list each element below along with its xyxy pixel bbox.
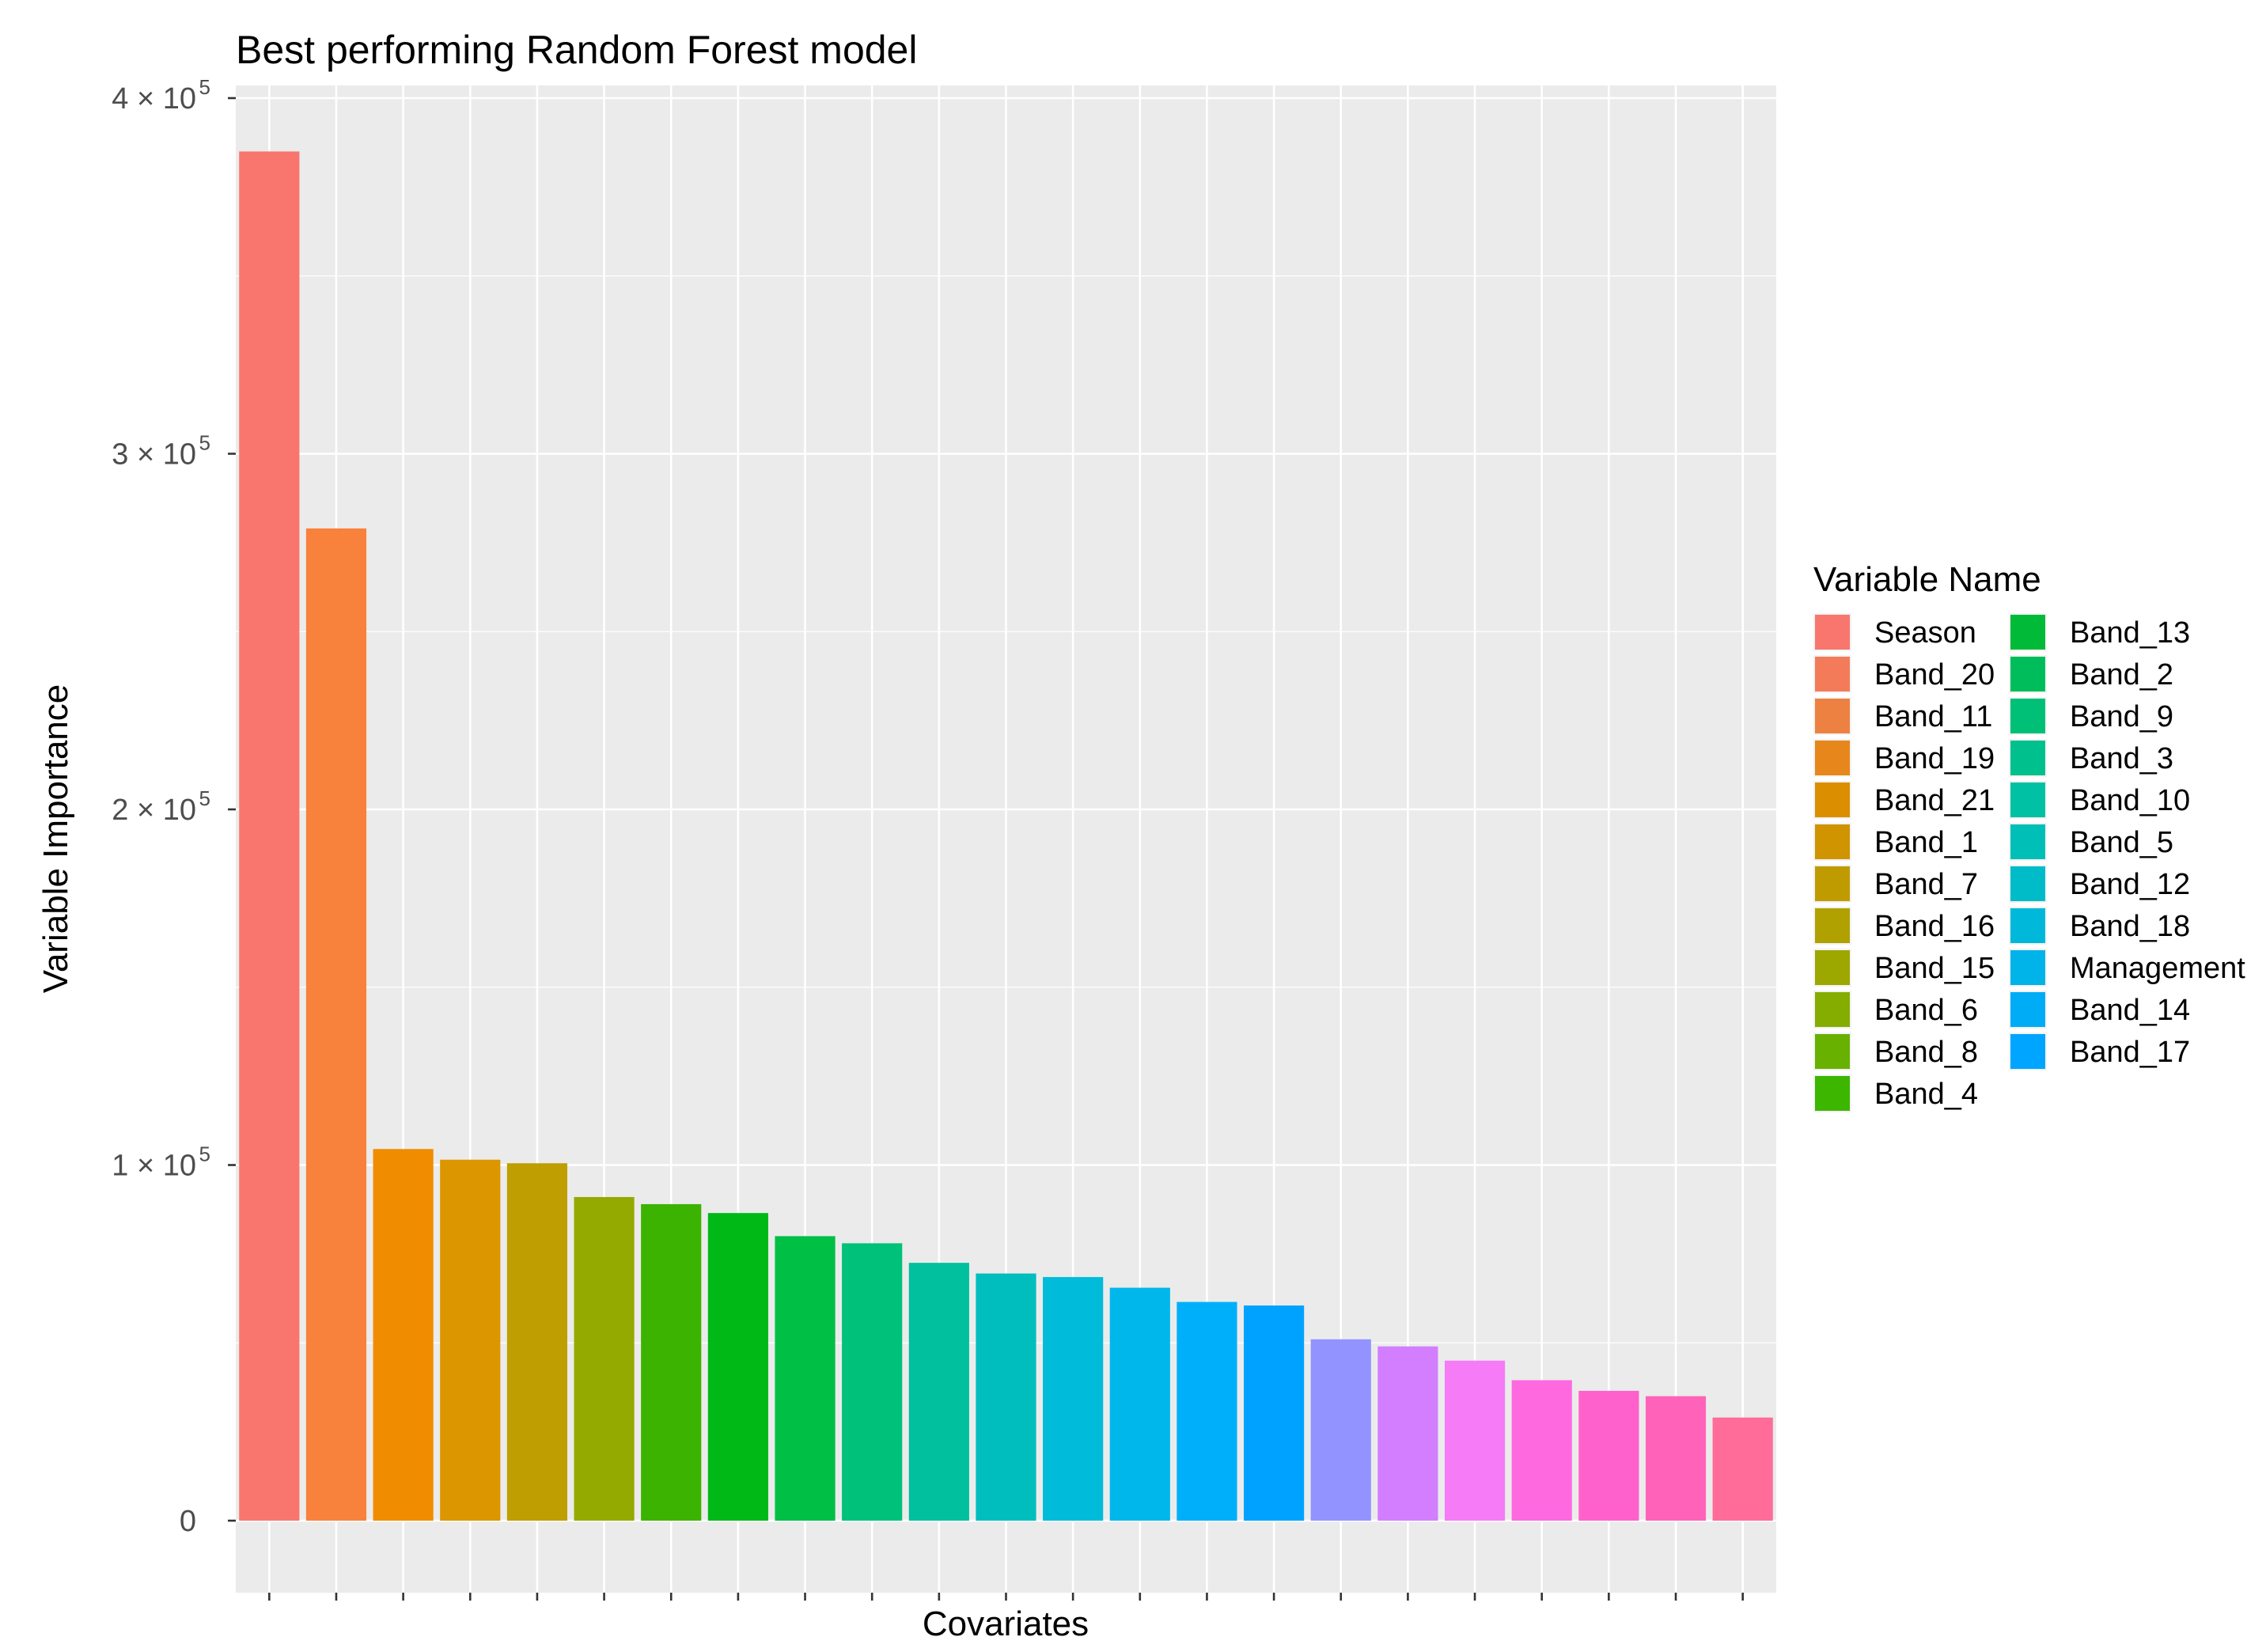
- bar-band-7: [641, 1203, 702, 1521]
- legend-swatch: [2010, 741, 2045, 775]
- y-tick-exponent: 5: [199, 786, 210, 810]
- legend-label: Season: [1874, 616, 1976, 650]
- bar-band-16: [707, 1213, 768, 1521]
- y-tick-label: 3 × 10: [112, 438, 196, 472]
- bar-band-2: [1109, 1287, 1170, 1521]
- legend-swatch: [2010, 824, 2045, 859]
- legend-label: Band_7: [1874, 868, 1978, 901]
- legend-label: Management: [2070, 952, 2245, 985]
- bar-band-21: [506, 1163, 568, 1521]
- bar-band-12: [1444, 1360, 1506, 1521]
- y-axis-title: Variable Importance: [36, 684, 75, 994]
- y-tick-label: 0: [180, 1505, 196, 1538]
- legend-label: Band_3: [2070, 742, 2173, 775]
- bar-band-4: [976, 1273, 1036, 1521]
- legend-swatch: [2010, 782, 2045, 817]
- bars: [239, 151, 1773, 1521]
- bar-band-8: [908, 1263, 969, 1521]
- bar-band-17: [1712, 1417, 1773, 1521]
- legend-swatch: [1815, 866, 1850, 901]
- legend-label: Band_19: [1874, 742, 1995, 775]
- legend-label: Band_1: [1874, 826, 1978, 859]
- y-tick-exponent: 5: [199, 75, 210, 99]
- y-tick-exponent: 5: [199, 1142, 210, 1166]
- legend: Variable Name Season Band_20 Band_11 Band_1…: [1813, 560, 2245, 1112]
- bar-band-18: [1511, 1380, 1572, 1521]
- y-tick-label: 4 × 10: [112, 82, 196, 116]
- legend-swatch: [1815, 782, 1850, 817]
- legend-label: Band_6: [1874, 994, 1978, 1027]
- legend-swatch: [2010, 657, 2045, 691]
- y-tick-label: 2 × 10: [112, 794, 196, 827]
- legend-label: Band_4: [1874, 1078, 1978, 1111]
- legend-swatch: [1815, 1034, 1850, 1069]
- legend-label: Band_17: [2070, 1036, 2190, 1069]
- bar-band-5: [1377, 1346, 1438, 1521]
- x-axis-title: Covariates: [923, 1605, 1089, 1643]
- bar-band-6: [842, 1243, 903, 1521]
- legend-swatch: [2010, 950, 2045, 985]
- legend-label: Band_20: [1874, 658, 1995, 691]
- bar-band-1: [574, 1196, 635, 1521]
- bar-band-15: [775, 1236, 836, 1521]
- legend-swatch: [1815, 1076, 1850, 1111]
- legend-swatch: [1815, 950, 1850, 985]
- bar-band-19: [440, 1159, 501, 1521]
- legend-label: Band_16: [1874, 910, 1995, 943]
- bar-band-11: [373, 1149, 434, 1521]
- x-axis: [268, 1593, 1744, 1601]
- legend-label: Band_8: [1874, 1036, 1978, 1069]
- legend-swatch: [2010, 615, 2045, 650]
- legend-label: Band_10: [2070, 784, 2190, 817]
- legend-swatch: [2010, 1034, 2045, 1069]
- legend-swatch: [1815, 741, 1850, 775]
- legend-swatch: [2010, 992, 2045, 1027]
- legend-swatch: [1815, 615, 1850, 650]
- legend-swatch: [1815, 824, 1850, 859]
- legend-label: Band_5: [2070, 826, 2173, 859]
- chart-title: Best performing Random Forest model: [236, 28, 917, 72]
- legend-label: Band_2: [2070, 658, 2173, 691]
- bar-band-13: [1043, 1277, 1104, 1521]
- legend-label: Band_9: [2070, 700, 2173, 733]
- legend-swatch: [1815, 699, 1850, 733]
- legend-swatch: [1815, 657, 1850, 691]
- y-axis: 01 × 10 52 × 10 53 × 10 54 × 10 5: [112, 75, 236, 1538]
- bar-management: [1578, 1390, 1639, 1521]
- bar-band-10: [1310, 1339, 1371, 1521]
- bar-band-3: [1244, 1305, 1305, 1521]
- legend-swatch: [2010, 866, 2045, 901]
- legend-swatch: [2010, 908, 2045, 943]
- bar-season: [239, 151, 300, 1521]
- legend-label: Band_14: [2070, 994, 2190, 1027]
- legend-label: Band_21: [1874, 784, 1995, 817]
- legend-swatch: [2010, 699, 2045, 733]
- legend-label: Band_11: [1874, 700, 1992, 733]
- bar-band-14: [1645, 1396, 1707, 1521]
- y-tick-exponent: 5: [199, 431, 210, 455]
- bar-band-9: [1177, 1302, 1237, 1521]
- legend-label: Band_15: [1874, 952, 1995, 985]
- legend-label: Band_18: [2070, 910, 2190, 943]
- y-tick-label: 1 × 10: [112, 1150, 196, 1183]
- legend-swatch: [1815, 908, 1850, 943]
- bar-band-20: [305, 528, 367, 1521]
- legend-title: Variable Name: [1813, 560, 2041, 599]
- legend-swatch: [1815, 992, 1850, 1027]
- legend-label: Band_13: [2070, 616, 2190, 650]
- legend-label: Band_12: [2070, 868, 2190, 901]
